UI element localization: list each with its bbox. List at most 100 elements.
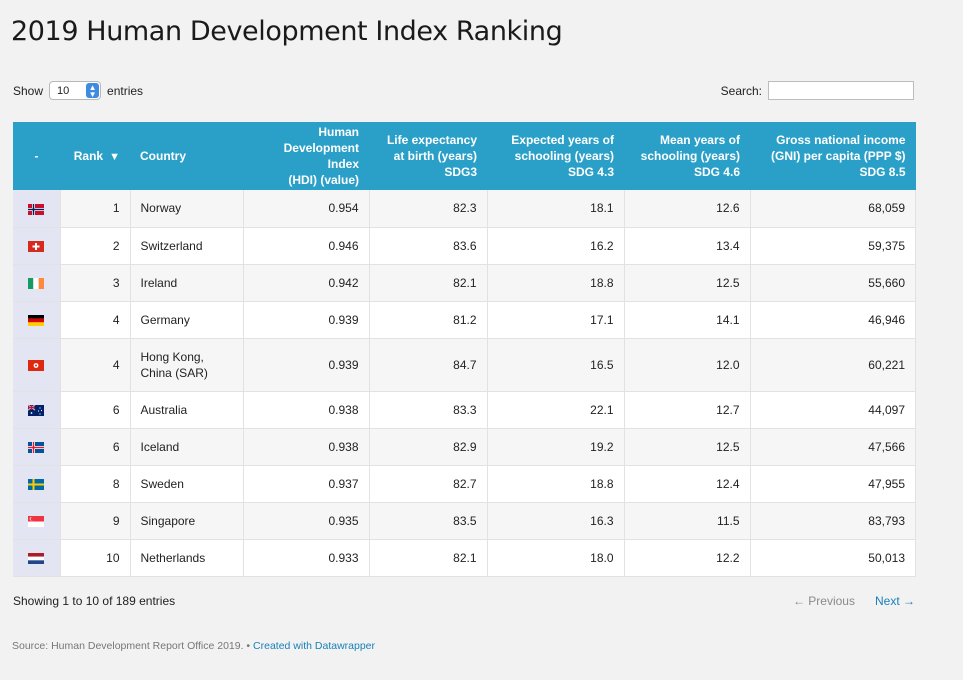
select-arrows-icon: ▲ ▼ — [86, 83, 100, 98]
source-note: Source: Human Development Report Office … — [12, 640, 375, 652]
netherlands-flag-icon — [28, 552, 45, 564]
mean-schooling-cell: 12.2 — [624, 539, 751, 577]
hdi-cell: 0.946 — [243, 227, 370, 265]
sweden-flag-icon — [28, 478, 45, 490]
pagination: ← Previous Next → — [793, 594, 915, 608]
hdi-cell: 0.935 — [243, 502, 370, 540]
life-expectancy-cell: 83.3 — [369, 391, 488, 429]
table-row: 3 Ireland 0.942 82.1 18.8 12.5 55,660 — [13, 264, 916, 302]
column-header-hdi[interactable]: Human Development Index (HDI) (value) — [243, 122, 369, 190]
flag-cell — [13, 264, 61, 302]
flag-cell — [13, 301, 61, 339]
length-menu-label-after: entries — [107, 83, 144, 98]
life-expectancy-cell: 82.9 — [369, 428, 488, 466]
entries-select-value: 10 — [57, 84, 70, 97]
life-expectancy-cell: 82.1 — [369, 539, 488, 577]
column-header-rank-label: Rank — [73, 148, 104, 163]
gni-header-line-3: SDG 8.5 — [859, 165, 906, 179]
gni-cell: 44,097 — [750, 391, 916, 429]
mean-schooling-cell: 12.5 — [624, 428, 751, 466]
table-row: 9 Singapore 0.935 83.5 16.3 11.5 83,793 — [13, 502, 916, 540]
mean-header-line-1: Mean years of — [659, 133, 740, 147]
hdi-cell: 0.939 — [243, 301, 370, 339]
iceland-flag-icon — [28, 441, 45, 453]
table-row: 6 Iceland 0.938 82.9 19.2 12.5 47,566 — [13, 428, 916, 466]
column-header-gni[interactable]: Gross national income (GNI) per capita (… — [750, 122, 916, 190]
rank-cell: 4 — [60, 338, 131, 392]
germany-flag-icon — [28, 314, 45, 326]
table-row: 6 Australia 0.938 83.3 22.1 12.7 44,097 — [13, 391, 916, 429]
country-cell: Australia — [130, 391, 244, 429]
expected-schooling-cell: 16.2 — [487, 227, 625, 265]
country-cell: Germany — [130, 301, 244, 339]
mean-schooling-cell: 12.6 — [624, 190, 751, 228]
country-cell: Iceland — [130, 428, 244, 466]
column-header-country[interactable]: Country — [130, 122, 243, 190]
country-cell: Netherlands — [130, 539, 244, 577]
expected-schooling-cell: 22.1 — [487, 391, 625, 429]
table-row: 1 Norway 0.954 82.3 18.1 12.6 68,059 — [13, 190, 916, 228]
country-cell: Singapore — [130, 502, 244, 540]
gni-cell: 68,059 — [750, 190, 916, 228]
search-label: Search: — [720, 83, 762, 98]
life-expectancy-cell: 82.3 — [369, 190, 488, 228]
rank-cell: 6 — [60, 428, 131, 466]
hdi-cell: 0.937 — [243, 465, 370, 503]
column-header-mean-schooling[interactable]: Mean years of schooling (years) SDG 4.6 — [624, 122, 750, 190]
next-page-button[interactable]: Next → — [874, 594, 915, 608]
table-body: 1 Norway 0.954 82.3 18.1 12.6 68,059 2 S… — [13, 190, 916, 577]
flag-cell — [13, 190, 61, 228]
column-header-expected-schooling[interactable]: Expected years of schooling (years) SDG … — [487, 122, 624, 190]
mean-schooling-cell: 12.7 — [624, 391, 751, 429]
gni-cell: 47,955 — [750, 465, 916, 503]
gni-header-line-2: (GNI) per capita (PPP $) — [771, 149, 906, 163]
gni-header-line-1: Gross national income — [776, 133, 906, 147]
flag-cell — [13, 227, 61, 265]
mean-schooling-cell: 11.5 — [624, 502, 751, 540]
table-row: 4 Hong Kong, China (SAR) 0.939 84.7 16.5… — [13, 338, 916, 392]
expected-schooling-cell: 18.8 — [487, 465, 625, 503]
rank-cell: 1 — [60, 190, 131, 228]
expected-schooling-cell: 18.1 — [487, 190, 625, 228]
table-row: 4 Germany 0.939 81.2 17.1 14.1 46,946 — [13, 301, 916, 339]
hdi-header-line-2: Development Index — [283, 141, 359, 171]
hdi-cell: 0.942 — [243, 264, 370, 302]
expected-schooling-cell: 16.5 — [487, 338, 625, 392]
expected-schooling-cell: 18.0 — [487, 539, 625, 577]
column-header-life-expectancy[interactable]: Life expectancy at birth (years) SDG3 — [369, 122, 487, 190]
table-row: 2 Switzerland 0.946 83.6 16.2 13.4 59,37… — [13, 227, 916, 265]
gni-cell: 59,375 — [750, 227, 916, 265]
rank-cell: 10 — [60, 539, 131, 577]
table-header-row: - Rank ▼ Country Human Development Index … — [13, 122, 916, 190]
entries-select[interactable]: 10 ▲ ▼ — [49, 81, 102, 100]
flag-cell — [13, 465, 61, 503]
datawrapper-link[interactable]: Created with Datawrapper — [253, 640, 376, 652]
gni-cell: 60,221 — [750, 338, 916, 392]
hdi-cell: 0.938 — [243, 391, 370, 429]
expected-header-line-3: SDG 4.3 — [567, 165, 614, 179]
expected-schooling-cell: 17.1 — [487, 301, 625, 339]
expected-schooling-cell: 18.8 — [487, 264, 625, 302]
gni-cell: 47,566 — [750, 428, 916, 466]
rank-cell: 6 — [60, 391, 131, 429]
flag-cell — [13, 539, 61, 577]
source-text: Source: Human Development Report Office … — [12, 640, 254, 652]
switzerland-flag-icon — [28, 240, 45, 252]
rank-cell: 3 — [60, 264, 131, 302]
life-expectancy-cell: 83.6 — [369, 227, 488, 265]
sort-descending-icon: ▼ — [109, 150, 120, 163]
length-menu-label-before: Show — [13, 83, 44, 98]
flag-cell — [13, 391, 61, 429]
column-header-rank[interactable]: Rank ▼ — [60, 122, 130, 190]
gni-cell: 50,013 — [750, 539, 916, 577]
previous-page-button[interactable]: ← Previous — [792, 594, 855, 608]
gni-cell: 55,660 — [750, 264, 916, 302]
expected-schooling-cell: 16.3 — [487, 502, 625, 540]
singapore-flag-icon — [28, 515, 45, 527]
gni-cell: 83,793 — [750, 502, 916, 540]
search-input[interactable] — [768, 81, 914, 100]
country-name-line-2: China (SAR) — [140, 365, 208, 380]
column-header-flag[interactable]: - — [13, 122, 60, 190]
mean-header-line-2: schooling (years) — [640, 149, 740, 163]
rank-cell: 8 — [60, 465, 131, 503]
